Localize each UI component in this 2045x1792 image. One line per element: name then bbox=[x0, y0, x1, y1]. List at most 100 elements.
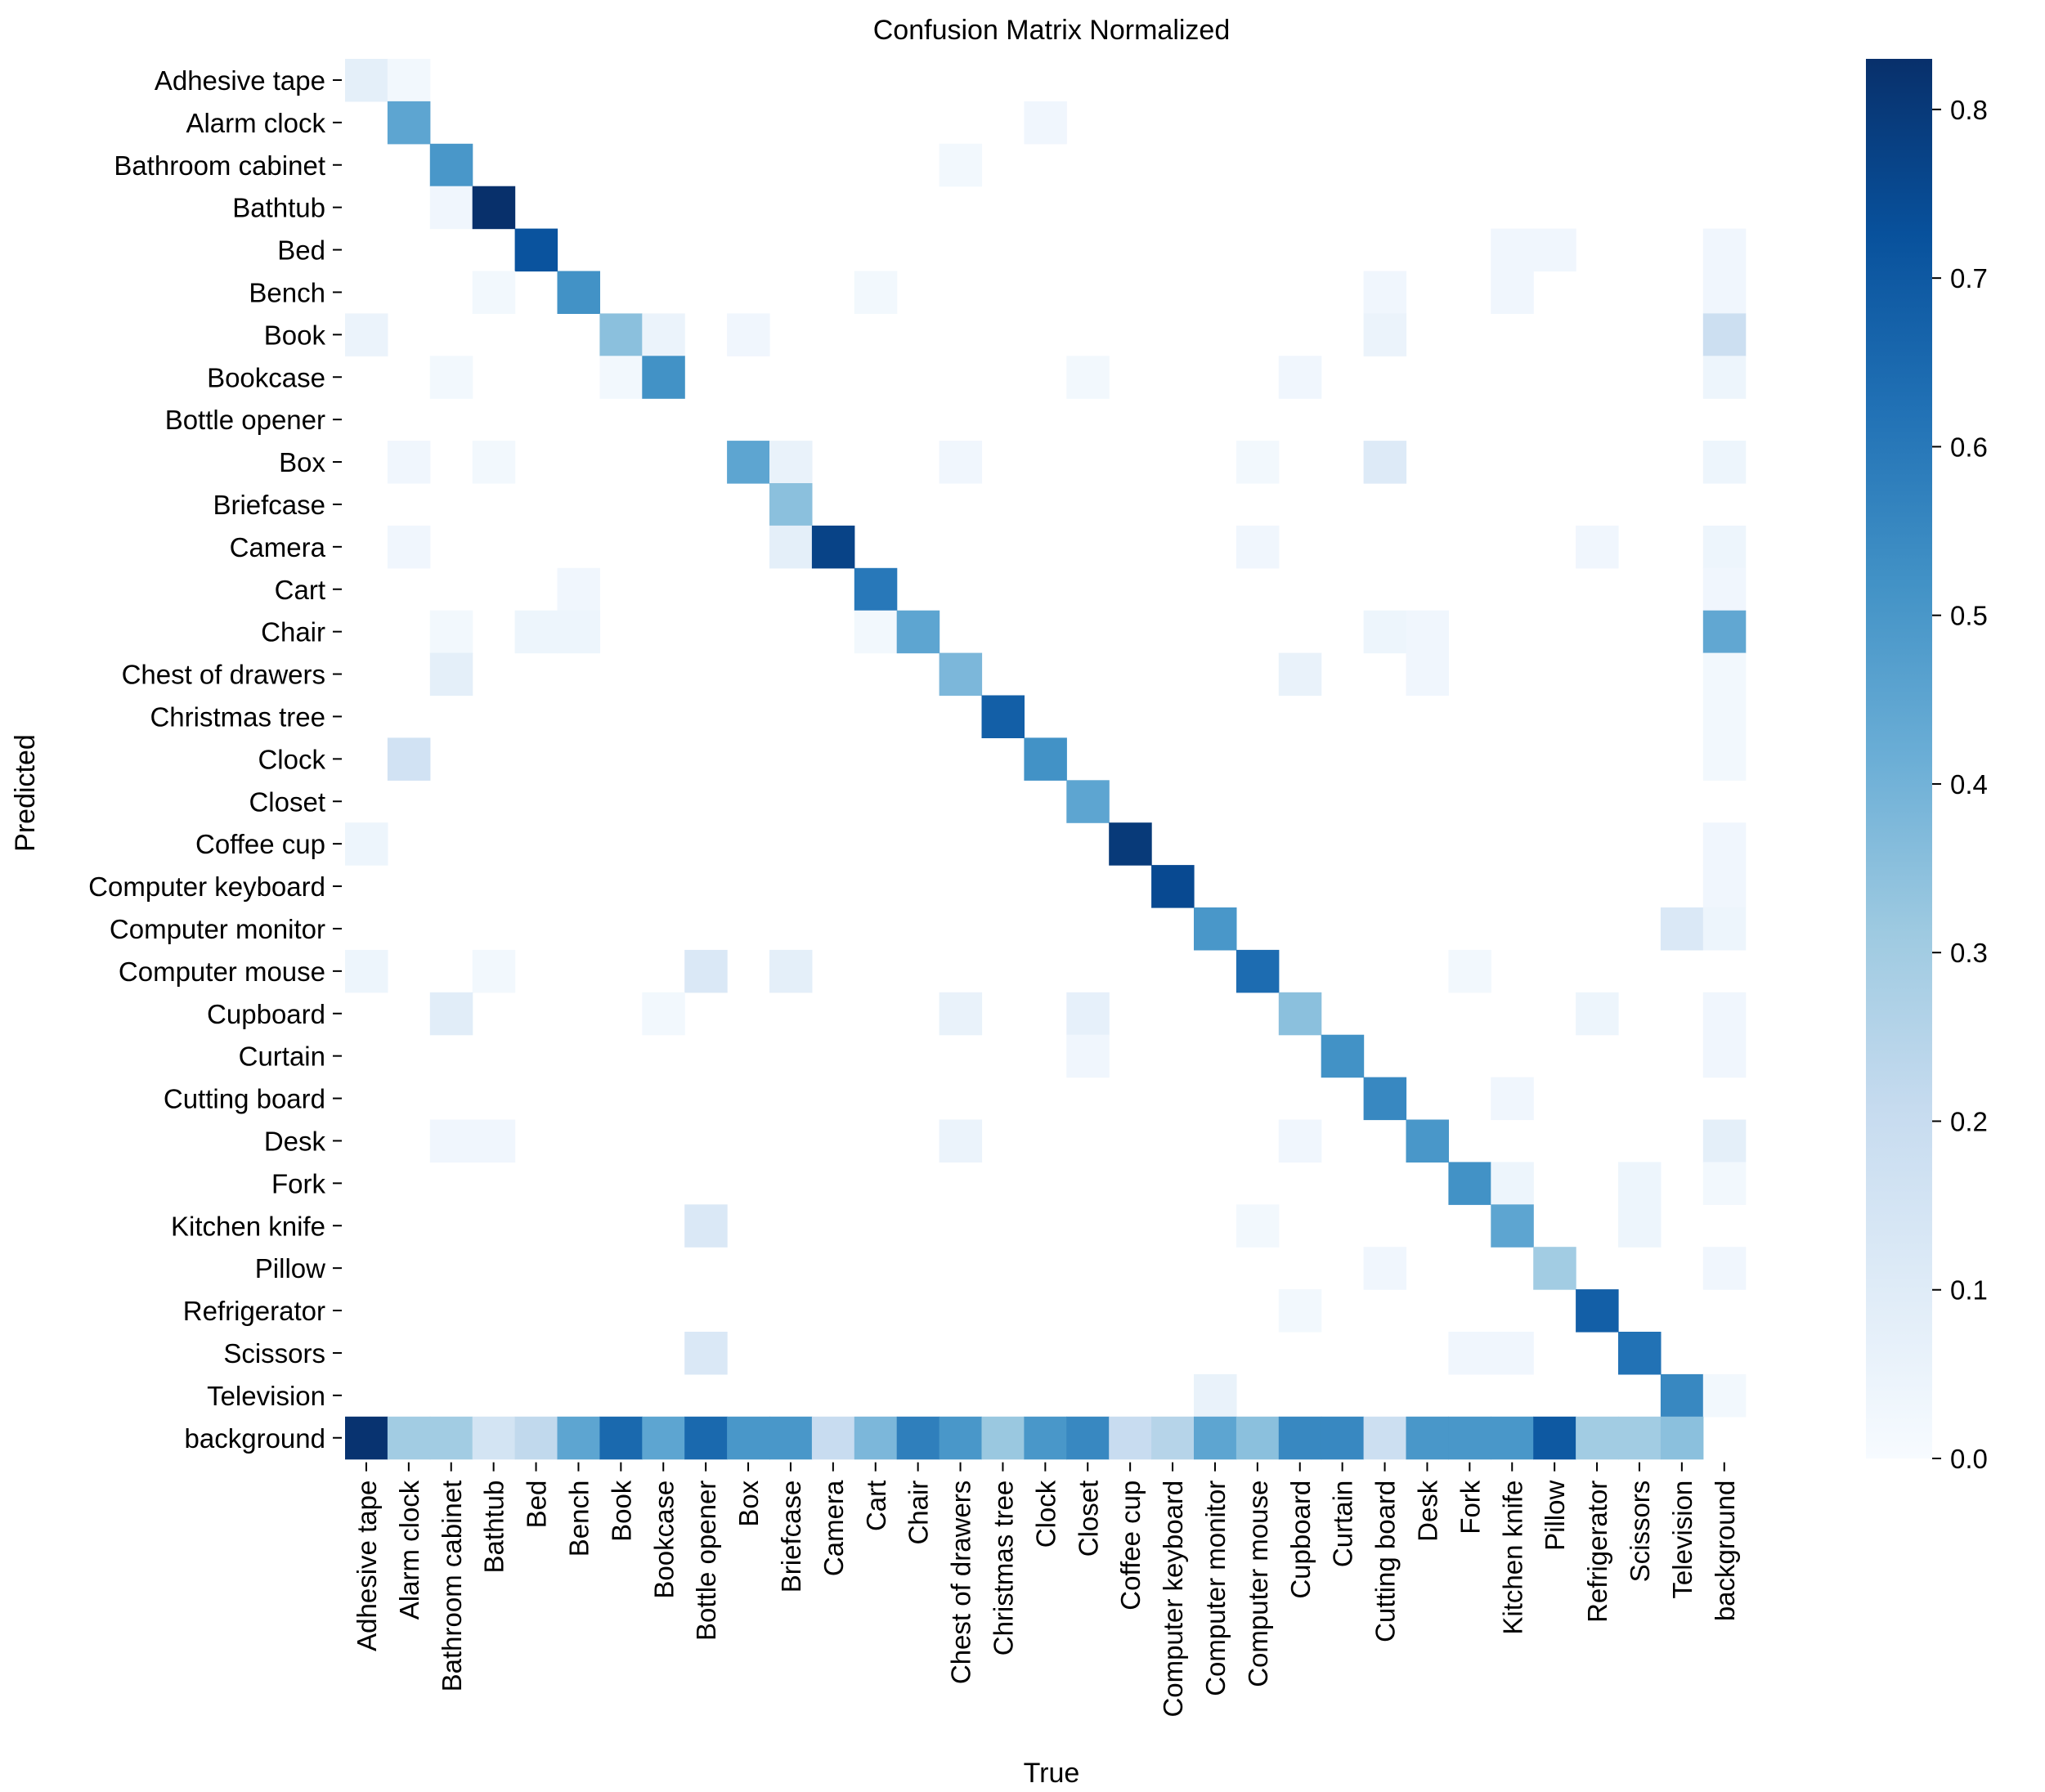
colorbar-tick-label: 0.8 bbox=[1950, 95, 1988, 125]
heatmap-cell bbox=[1151, 1416, 1195, 1460]
x-tick-label: Briefcase bbox=[776, 1481, 806, 1593]
y-tick-labels: Adhesive tape Alarm clock Bathroom cabinet… bbox=[88, 65, 342, 1454]
heatmap-cell bbox=[939, 652, 983, 697]
y-tick-label: background bbox=[185, 1423, 325, 1454]
heatmap-cell bbox=[1236, 1416, 1280, 1460]
heatmap-cell bbox=[1406, 1119, 1449, 1163]
heatmap-cell bbox=[642, 992, 685, 1036]
heatmap-cell bbox=[1618, 1162, 1662, 1205]
heatmap-cell bbox=[1702, 567, 1747, 612]
x-tick-label: Bathtub bbox=[479, 1481, 509, 1574]
x-tick-label: Closet bbox=[1073, 1481, 1103, 1557]
heatmap-cell bbox=[854, 271, 898, 314]
heatmap-cell bbox=[429, 1119, 473, 1163]
heatmap-cell bbox=[727, 313, 770, 356]
x-tick-label: Computer mouse bbox=[1243, 1481, 1273, 1687]
colorbar-tick-label: 0.4 bbox=[1950, 769, 1988, 800]
x-tick-label: Alarm clock bbox=[394, 1480, 424, 1620]
heatmap-cell bbox=[939, 143, 983, 187]
heatmap-cell bbox=[1660, 1416, 1704, 1460]
heatmap-cell bbox=[1406, 652, 1449, 697]
heatmap-cell bbox=[1278, 1119, 1322, 1163]
heatmap-cell bbox=[642, 356, 685, 399]
heatmap-cell bbox=[387, 525, 431, 569]
y-axis-label: Predicted bbox=[10, 734, 41, 852]
heatmap-cell bbox=[472, 441, 516, 484]
heatmap-cell bbox=[429, 186, 473, 230]
heatmap-cell bbox=[1702, 1119, 1747, 1163]
heatmap-cell bbox=[1194, 1373, 1237, 1418]
heatmap-cell bbox=[429, 610, 473, 654]
heatmap-cell bbox=[387, 1416, 431, 1460]
heatmap-cell bbox=[1236, 949, 1280, 993]
x-tick-label: Box bbox=[733, 1480, 764, 1526]
heatmap-cell bbox=[429, 1416, 473, 1460]
heatmap-cells bbox=[345, 59, 1747, 1460]
heatmap-cell bbox=[1702, 313, 1747, 356]
y-tick-label: Clock bbox=[258, 744, 325, 774]
x-tick-label: Clock bbox=[1030, 1480, 1061, 1548]
heatmap-cell bbox=[557, 271, 600, 314]
heatmap-cell bbox=[1533, 228, 1576, 272]
heatmap-cell bbox=[599, 1416, 643, 1460]
heatmap-cell bbox=[1702, 1162, 1747, 1205]
colorbar-ticks: 0.0 0.1 0.2 0.3 0.4 0.5 0.6 0.7 0.8 bbox=[1932, 95, 1988, 1474]
heatmap-cell bbox=[557, 567, 600, 612]
heatmap-cell bbox=[514, 228, 558, 272]
heatmap-cell bbox=[1702, 695, 1747, 738]
heatmap-cell bbox=[1533, 1416, 1576, 1460]
heatmap-cell bbox=[1278, 1289, 1322, 1333]
colorbar bbox=[1866, 59, 1932, 1458]
heatmap-cell bbox=[981, 1416, 1025, 1460]
colorbar-tick-label: 0.5 bbox=[1950, 601, 1988, 631]
heatmap-cell bbox=[514, 610, 558, 654]
heatmap-cell bbox=[1702, 992, 1747, 1036]
heatmap-cell bbox=[854, 610, 898, 654]
heatmap-cell bbox=[557, 610, 600, 654]
y-tick-label: Computer mouse bbox=[119, 956, 325, 987]
heatmap-cell bbox=[1702, 737, 1747, 781]
heatmap-cell bbox=[472, 271, 516, 314]
heatmap-cell bbox=[599, 313, 643, 356]
x-tick-label: Book bbox=[606, 1480, 636, 1542]
x-tick-label: Curtain bbox=[1328, 1481, 1358, 1567]
heatmap-cell bbox=[1576, 992, 1619, 1036]
heatmap-cell bbox=[1491, 271, 1534, 314]
x-tick-label: Computer keyboard bbox=[1158, 1481, 1188, 1718]
heatmap-cell bbox=[1066, 1416, 1110, 1460]
heatmap-cell bbox=[1024, 101, 1067, 145]
heatmap-cell bbox=[387, 441, 431, 484]
x-tick-label: Chair bbox=[904, 1481, 934, 1545]
heatmap-cell bbox=[1363, 313, 1407, 356]
x-tick-label: Adhesive tape bbox=[352, 1481, 382, 1651]
heatmap-cell bbox=[472, 1416, 516, 1460]
heatmap-cell bbox=[1702, 271, 1747, 314]
heatmap-cell bbox=[769, 525, 813, 569]
heatmap-cell bbox=[1406, 1416, 1449, 1460]
y-tick-label: Bottle opener bbox=[165, 405, 325, 435]
heatmap-cell bbox=[1702, 610, 1747, 654]
x-tick-label: Bottle opener bbox=[691, 1481, 721, 1641]
y-tick-label: Fork bbox=[271, 1168, 326, 1198]
heatmap-cell bbox=[642, 1416, 685, 1460]
y-tick-label: Refrigerator bbox=[183, 1296, 325, 1326]
heatmap-cell bbox=[599, 356, 643, 399]
y-tick-label: Book bbox=[264, 320, 326, 350]
heatmap-cell bbox=[684, 1332, 728, 1375]
heatmap-cell bbox=[1109, 1416, 1152, 1460]
heatmap-cell bbox=[1278, 992, 1322, 1036]
y-tick-label: Television bbox=[207, 1381, 325, 1411]
heatmap-cell bbox=[472, 949, 516, 993]
heatmap-cell bbox=[1066, 356, 1110, 399]
heatmap-cell bbox=[1363, 610, 1407, 654]
heatmap-cell bbox=[981, 695, 1025, 738]
colorbar-tick-label: 0.0 bbox=[1950, 1444, 1988, 1474]
heatmap-cell bbox=[1702, 356, 1747, 399]
heatmap-cell bbox=[811, 1416, 855, 1460]
y-tick-label: Coffee cup bbox=[195, 829, 325, 859]
x-tick-label: Christmas tree bbox=[988, 1481, 1018, 1656]
heatmap-cell bbox=[1363, 1077, 1407, 1121]
colorbar-tick-label: 0.2 bbox=[1950, 1106, 1988, 1136]
heatmap-cell bbox=[1702, 1373, 1747, 1418]
